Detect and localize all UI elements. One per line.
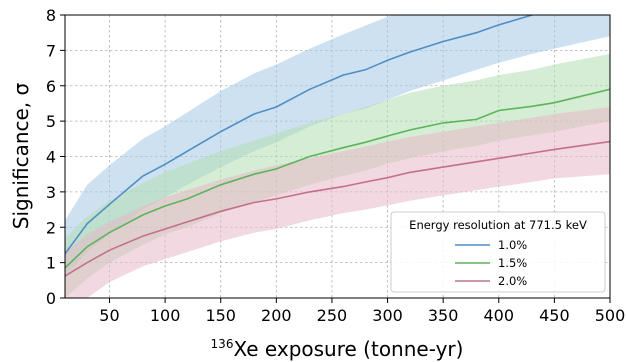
axis-ticks: 50 100 150 200 250 300 350 400 450 500 0 1 2 3 4 5 6 7 8 [46,6,625,325]
legend-label: 1.5% [498,256,527,270]
y-tick-label: 1 [46,254,56,273]
series-line-3 [65,140,610,277]
y-tick-label: 6 [46,77,56,96]
y-tick-label: 8 [46,6,56,25]
series-lines [65,15,610,277]
x-tick-label: 50 [99,306,119,325]
x-tick-label: 250 [317,306,348,325]
y-tick-label: 4 [46,148,56,167]
y-tick-label: 2 [46,218,56,237]
y-tick-label: 7 [46,41,56,60]
x-tick-label: 200 [261,306,292,325]
series-line-1 [65,15,536,255]
series-band-3 [65,107,610,298]
x-tick-label: 350 [428,306,459,325]
x-tick-label: 500 [595,306,626,325]
uncertainty-bands [65,15,610,298]
series-band-1 [65,15,610,277]
x-axis-title-superscript: 136 [211,337,234,351]
x-tick-label: 400 [484,306,515,325]
legend-box [390,211,606,293]
legend-label: 2.0% [498,274,527,288]
x-axis-title: 136Xe exposure (tonne-yr) [211,337,464,361]
legend-items: 1.0% 1.5% 2.0% [455,238,527,288]
legend-label: 1.0% [498,238,527,252]
legend: Energy resolution at 771.5 keV 1.0% 1.5% 2… [390,211,606,293]
legend-title: Energy resolution at 771.5 keV [409,218,587,232]
x-axis-title-main: Xe exposure (tonne-yr) [233,337,463,361]
x-tick-label: 300 [372,306,403,325]
y-tick-label: 5 [46,112,56,131]
series-line-2 [65,88,610,269]
x-tick-label: 100 [150,306,181,325]
y-tick-label: 0 [46,289,56,308]
y-tick-label: 3 [46,183,56,202]
y-axis-title: Significance, σ [9,82,33,229]
x-tick-label: 450 [539,306,570,325]
x-tick-label: 150 [205,306,236,325]
